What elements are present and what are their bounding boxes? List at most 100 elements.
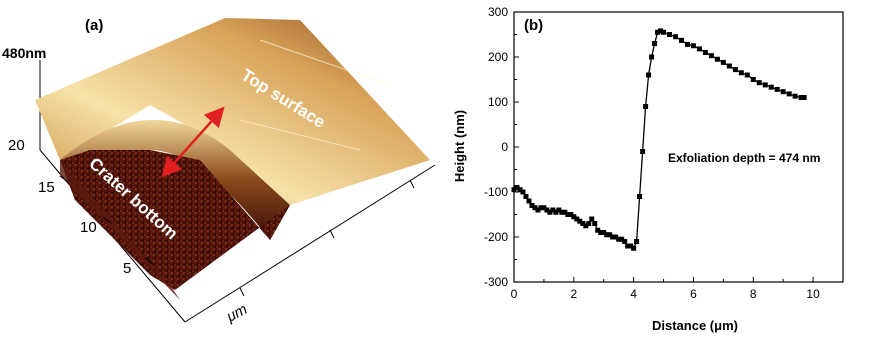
profile-point <box>565 212 571 217</box>
profile-point <box>774 86 780 92</box>
profile-point <box>562 209 568 215</box>
profile-point <box>714 56 720 62</box>
profile-point <box>616 236 622 242</box>
profile-point <box>529 203 535 208</box>
y-axis-title: Height (nm) <box>452 110 467 182</box>
profile-point <box>598 230 604 235</box>
profile-point <box>801 95 807 100</box>
y-tick-label: 15 <box>38 179 55 196</box>
profile-point <box>535 207 541 213</box>
afm-3d-panel: (a) 480nm 20 15 10 5 μm Top surface Crat… <box>0 0 440 337</box>
profile-point <box>592 221 598 226</box>
profile-point <box>610 234 616 240</box>
x-tick-label: 10 <box>806 287 820 301</box>
y-tick-label: 0 <box>501 140 508 154</box>
profile-point <box>640 149 646 154</box>
profile-point <box>634 239 640 244</box>
profile-point <box>756 80 762 86</box>
profile-point <box>601 230 607 235</box>
profile-point <box>541 205 547 211</box>
profile-point <box>631 245 637 251</box>
plot-frame <box>513 11 844 283</box>
z-axis-label: 480nm <box>2 45 46 61</box>
profile-point <box>649 54 655 60</box>
y-tick-label: 20 <box>8 137 25 154</box>
y-tick-label: 10 <box>80 219 97 236</box>
profile-point <box>720 59 726 65</box>
profile-point <box>744 72 750 78</box>
profile-point <box>523 194 529 199</box>
profile-point <box>768 84 774 90</box>
profile-point <box>702 50 708 55</box>
profile-point <box>607 232 613 238</box>
profile-point <box>589 216 595 222</box>
profile-point <box>553 209 559 215</box>
profile-point <box>574 216 580 222</box>
profile-point <box>613 234 619 240</box>
profile-point <box>678 37 684 43</box>
y-tick-label: -200 <box>484 230 508 244</box>
profile-point <box>619 236 625 242</box>
height-profile-chart: 0 2 4 6 8 10 -300 -200 -100 0 100 200 300 (b) Exfoli… <box>452 5 844 333</box>
x-axis-line <box>184 164 436 323</box>
profile-point <box>667 32 673 37</box>
profile-point <box>517 187 523 193</box>
crater-bottom-region <box>60 150 290 290</box>
profile-point <box>646 72 652 78</box>
y-tick-labels: 20 15 10 5 <box>8 137 131 277</box>
profile-point <box>625 243 631 249</box>
y-tick-label: -300 <box>484 275 508 289</box>
profile-point <box>652 41 658 46</box>
profile-point <box>628 243 634 249</box>
profile-point <box>580 221 586 226</box>
profile-point <box>798 95 804 100</box>
profile-point <box>577 218 583 224</box>
x-axis-unit: μm <box>223 301 250 326</box>
profile-point <box>780 89 786 95</box>
x-tick-label: 0 <box>511 287 518 301</box>
profile-point <box>550 207 556 213</box>
profile-point <box>556 207 562 213</box>
profile-point <box>559 209 565 215</box>
profile-point <box>696 46 702 52</box>
profile-point <box>684 41 690 47</box>
profile-point <box>622 239 628 244</box>
x-axis-title: Distance (μm) <box>652 318 738 333</box>
profile-point <box>726 63 732 69</box>
profile-point <box>547 209 553 215</box>
profile-point <box>643 104 649 109</box>
profile-point <box>637 194 643 199</box>
x-tick-label: 8 <box>750 287 757 301</box>
profile-point <box>520 189 526 195</box>
x-tick-label: 6 <box>690 287 697 301</box>
profile-point <box>511 187 517 193</box>
x-tick-label: 2 <box>570 287 577 301</box>
profile-point <box>514 185 520 190</box>
panel-a-label: (a) <box>85 17 103 34</box>
depth-arrow <box>161 106 225 178</box>
profile-line <box>513 30 805 250</box>
profile-point <box>586 221 592 226</box>
y-tick-label: -100 <box>484 185 508 199</box>
height-profile-panel: 0 2 4 6 8 10 -300 -200 -100 0 100 200 300 (b) Exfoli… <box>440 0 874 337</box>
profile-point <box>526 198 532 204</box>
profile-point <box>568 212 574 217</box>
x-tick-label: 4 <box>630 287 637 301</box>
profile-point <box>750 77 756 82</box>
profile-point <box>690 43 696 49</box>
profile-point <box>544 207 550 213</box>
profile-point <box>571 214 577 220</box>
profile-point <box>673 34 679 40</box>
y-tick-label: 5 <box>123 260 131 277</box>
panel-b-label: (b) <box>524 17 543 34</box>
profile-point <box>655 29 661 35</box>
profile-point <box>595 227 601 233</box>
profile-point <box>658 28 664 34</box>
exfoliation-depth-annotation: Exfoliation depth = 474 nm <box>668 151 820 165</box>
profile-point <box>708 53 714 59</box>
profile-point <box>762 82 768 88</box>
y-tick-label: 200 <box>488 50 508 64</box>
profile-point <box>786 91 792 97</box>
profile-point <box>738 70 744 76</box>
afm-3d-figure: (a) 480nm 20 15 10 5 μm Top surface Crat… <box>2 17 436 326</box>
